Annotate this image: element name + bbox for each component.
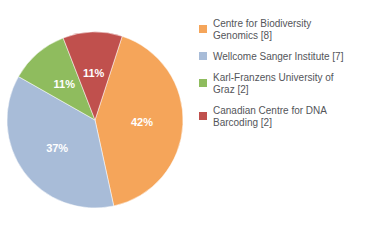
svg-text:11%: 11% [83,67,105,79]
svg-text:11%: 11% [54,78,76,90]
svg-text:Canadian Centre for DNA: Canadian Centre for DNA [213,105,327,116]
svg-text:Graz [2]: Graz [2] [213,84,249,95]
svg-text:37%: 37% [46,142,68,154]
svg-text:42%: 42% [131,116,153,128]
svg-text:Genomics [8]: Genomics [8] [213,30,272,41]
svg-text:Karl-Franzens University of: Karl-Franzens University of [213,72,334,83]
svg-text:Barcoding [2]: Barcoding [2] [213,117,272,128]
svg-text:Wellcome Sanger Institute [7]: Wellcome Sanger Institute [7] [213,51,344,62]
svg-text:Centre for Biodiversity: Centre for Biodiversity [213,18,311,29]
